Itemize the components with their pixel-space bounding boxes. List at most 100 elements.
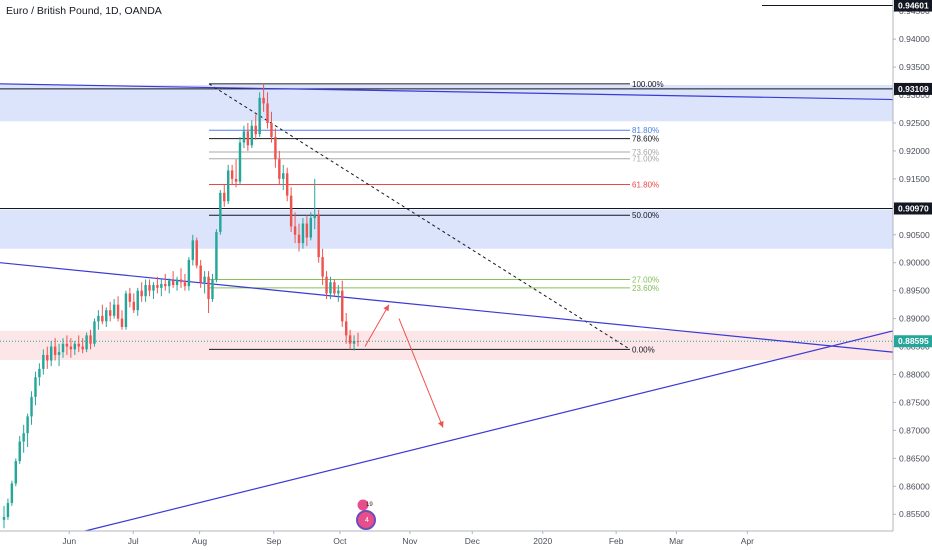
candle-body <box>171 280 175 286</box>
candle-body <box>105 310 108 322</box>
fib-level-label: 78.60% <box>632 135 659 144</box>
fib-level-label: 23.60% <box>632 284 659 293</box>
price-tick-label: 0.90000 <box>899 258 930 268</box>
candle-body <box>183 282 187 287</box>
candle-body <box>234 178 238 182</box>
price-badge-label: 0.93109 <box>898 84 929 94</box>
fib-trend-line <box>208 83 631 350</box>
price-tick-label: 0.86000 <box>899 481 930 491</box>
fib-level-label: 0.00% <box>632 345 655 354</box>
candle-body <box>195 240 198 266</box>
candle-body <box>132 301 136 311</box>
candle-body <box>6 503 10 518</box>
candle-body <box>246 131 250 146</box>
price-tick-label: 0.94000 <box>899 34 930 44</box>
candle-body <box>274 136 277 160</box>
candle-body <box>65 343 69 347</box>
candle-body <box>148 285 151 291</box>
candle-body <box>77 343 80 347</box>
candle-body <box>152 285 155 291</box>
fib-level-label: 61.80% <box>632 180 659 189</box>
price-badge-label: 0.90970 <box>898 203 929 213</box>
price-tick-label: 0.93500 <box>899 62 930 72</box>
candle-body <box>266 103 269 123</box>
candle-body <box>207 276 210 300</box>
candle-body <box>313 215 316 218</box>
candle-body <box>26 416 29 434</box>
candle-body <box>230 170 234 179</box>
candle-body <box>2 517 6 520</box>
sticker-bottom-number: 4 <box>365 517 369 524</box>
candle-body <box>211 279 214 300</box>
candle-body <box>112 304 116 316</box>
time-axis <box>0 531 932 550</box>
candle-body <box>97 315 100 322</box>
candle-body <box>22 433 25 442</box>
candle-body <box>223 192 226 202</box>
price-badge <box>894 335 932 348</box>
candle-body <box>191 240 195 260</box>
price-tick-label: 0.87000 <box>899 425 930 435</box>
time-tick-label: Sep <box>266 536 281 546</box>
candle-body <box>317 215 320 258</box>
candle-body <box>337 290 340 294</box>
candle-body <box>160 283 163 288</box>
candle-body <box>333 282 336 294</box>
candle-body <box>250 125 254 146</box>
candle-body <box>156 285 159 288</box>
candle-body <box>293 226 297 235</box>
time-tick-label: Dec <box>465 536 481 546</box>
candle-body <box>325 276 328 294</box>
candle-body <box>93 321 96 344</box>
candle-body <box>356 340 360 342</box>
fib-level-label: 81.80% <box>632 126 659 135</box>
fib-level-label: 100.00% <box>632 80 664 89</box>
fib-level-label: 73.60% <box>632 148 659 157</box>
candle-body <box>348 335 352 344</box>
candle-body <box>175 279 179 286</box>
sticker-top-number: 19 <box>366 502 373 508</box>
time-tick-label: Jul <box>128 536 139 546</box>
forecast-arrow-up <box>364 304 390 347</box>
candle-body <box>124 293 128 327</box>
candle-body <box>140 290 143 297</box>
time-tick-label: Aug <box>192 536 207 546</box>
candle-body <box>297 234 301 244</box>
fib-level-label: 50.00% <box>632 211 659 220</box>
price-tick-label: 0.90500 <box>899 230 930 240</box>
time-tick-label: Jun <box>62 536 76 546</box>
time-tick-label: Mar <box>669 536 684 546</box>
price-tick-label: 0.92500 <box>899 118 930 128</box>
candle-body <box>89 335 92 344</box>
price-tick-label: 0.89500 <box>899 286 930 296</box>
price-tick-label: 0.85500 <box>899 509 930 519</box>
mid-supply-zone <box>0 209 893 249</box>
candle-body <box>81 346 84 350</box>
candle-body <box>238 142 242 182</box>
candle-body <box>179 279 183 283</box>
fib-level-label: 71.00% <box>632 155 659 164</box>
forecast-arrow-down <box>398 318 444 428</box>
rising-trendline <box>84 330 894 532</box>
candle-body <box>258 97 261 135</box>
candle-body <box>18 441 21 462</box>
candle-body <box>128 293 132 302</box>
candle-body <box>167 280 171 287</box>
candle-body <box>136 290 139 311</box>
time-tick-label: 2020 <box>533 536 552 546</box>
candle-body <box>108 310 112 316</box>
price-axis <box>893 0 932 550</box>
price-tick-label: 0.87500 <box>899 397 930 407</box>
price-tick-label: 0.92000 <box>899 146 930 156</box>
candle-body <box>46 354 49 361</box>
candle-body <box>187 259 191 287</box>
candle-body <box>203 276 206 283</box>
price-badge-label: 0.88595 <box>898 336 929 346</box>
price-badge-label: 0.94601 <box>898 1 929 11</box>
candle-body <box>305 223 309 238</box>
candle-body <box>42 354 45 369</box>
candle-body <box>278 159 281 179</box>
candle-body <box>14 461 18 484</box>
candle-body <box>116 304 120 319</box>
